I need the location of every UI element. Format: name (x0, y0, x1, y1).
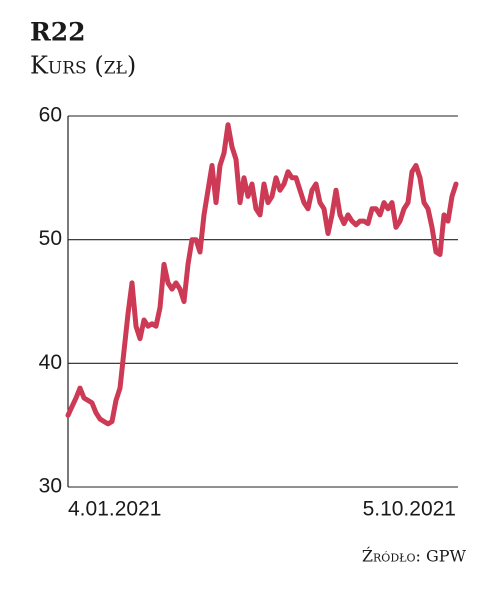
source: Źródło: GPW (362, 546, 467, 566)
x-tick-label: 4.01.2021 (68, 498, 161, 521)
y-tick-label: 40 (39, 351, 62, 374)
chart-subtitle: Kurs (zł) (30, 52, 136, 80)
y-tick-label: 30 (39, 475, 62, 498)
x-tick-label: 5.10.2021 (363, 498, 456, 521)
line (65, 122, 459, 427)
y-tick-label: 50 (39, 227, 62, 250)
y-tick-label: 60 (39, 104, 62, 127)
chart-title: R22 (30, 18, 86, 47)
